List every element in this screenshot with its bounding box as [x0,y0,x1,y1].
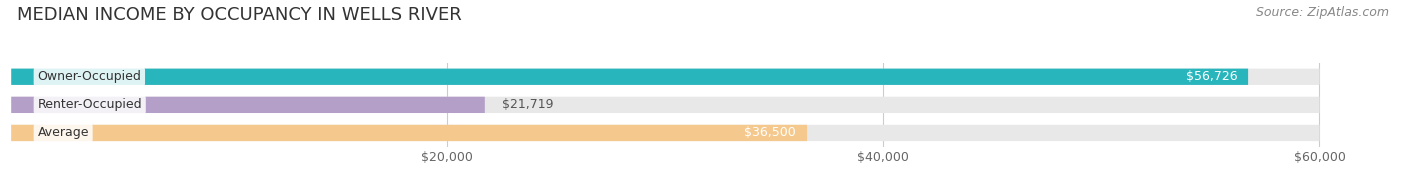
FancyBboxPatch shape [11,125,807,141]
FancyBboxPatch shape [11,97,485,113]
Text: $36,500: $36,500 [744,126,796,139]
Text: MEDIAN INCOME BY OCCUPANCY IN WELLS RIVER: MEDIAN INCOME BY OCCUPANCY IN WELLS RIVE… [17,6,461,24]
Text: $56,726: $56,726 [1185,70,1237,83]
FancyBboxPatch shape [11,69,1249,85]
FancyBboxPatch shape [11,97,1319,113]
Text: Owner-Occupied: Owner-Occupied [38,70,141,83]
Text: Average: Average [38,126,89,139]
FancyBboxPatch shape [11,69,1319,85]
Text: Renter-Occupied: Renter-Occupied [38,98,142,111]
FancyBboxPatch shape [11,125,1319,141]
Text: Source: ZipAtlas.com: Source: ZipAtlas.com [1256,6,1389,19]
Text: $21,719: $21,719 [502,98,554,111]
